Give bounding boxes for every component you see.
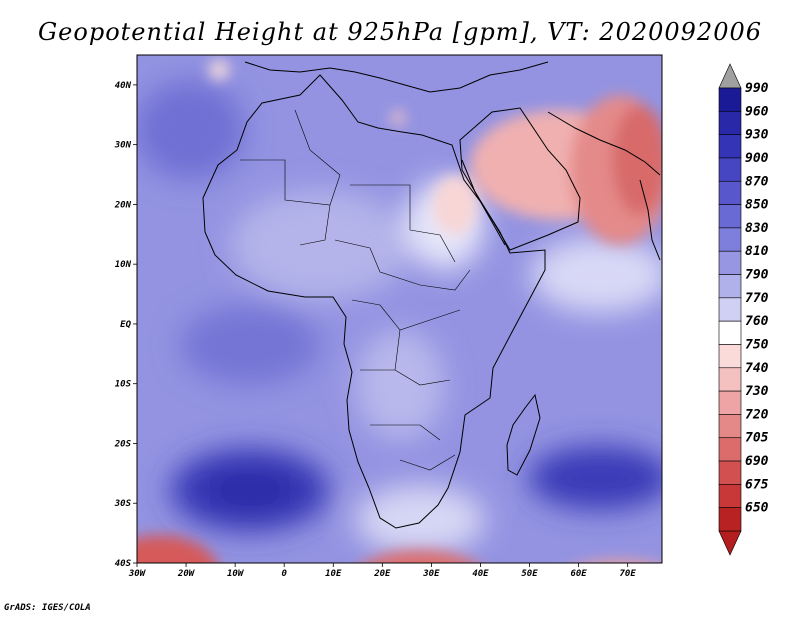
red-sea <box>461 159 506 246</box>
north-atlantic-field <box>137 80 245 180</box>
south-low <box>365 550 475 563</box>
coastlines <box>202 61 661 529</box>
colorbar-box <box>718 297 742 322</box>
lon-label: 70E <box>620 569 637 579</box>
india-coast <box>639 179 661 261</box>
lon-label: 10E <box>325 569 342 579</box>
colorbar-box <box>718 390 742 415</box>
lat-label: 10N <box>115 260 132 270</box>
lon-label: 40E <box>472 569 489 579</box>
southeast-low <box>589 560 651 563</box>
lat-label: EQ <box>120 320 131 330</box>
colorbar-box <box>718 180 742 205</box>
colorbar-label: 750 <box>745 337 769 352</box>
lon-label: 0 <box>281 569 287 579</box>
colorbar-label: 870 <box>745 174 769 189</box>
latitude-axis: 40N 30N 20N 10N EQ 10S 20S 30S 40S <box>114 81 137 569</box>
lat-label: 40N <box>115 81 132 91</box>
atlantic-band <box>180 305 320 385</box>
colorbar-label: 930 <box>745 128 769 143</box>
colorbar-label: 650 <box>745 501 769 516</box>
colorbar-box <box>718 134 742 159</box>
lon-label: 60E <box>570 569 587 579</box>
lat-label: 10S <box>115 380 132 390</box>
colorbar-label: 990 <box>745 81 769 96</box>
longitude-axis: 30W 20W 10W 0 10E 20E 30E 40E 50E 60E 70E <box>128 563 636 579</box>
colorbar: 990 960 930 900 870 850 830 810 790 770 760 750 740 7… <box>718 63 769 556</box>
colorbar-box <box>718 484 742 508</box>
madagascar-outline <box>506 393 541 476</box>
lon-label: 50E <box>521 569 538 579</box>
colorbar-label: 790 <box>745 268 769 283</box>
colorbar-box <box>718 157 742 182</box>
mediterranean-low-spot <box>391 111 405 125</box>
nile-low <box>433 175 477 235</box>
colorbar-label: 690 <box>745 454 769 469</box>
colorbar-box <box>718 344 742 369</box>
colorbar-label: 770 <box>745 291 769 306</box>
map-frame <box>136 54 663 564</box>
colorbar-box <box>718 437 742 462</box>
lat-label: 30N <box>114 141 132 151</box>
borders-west <box>240 109 471 291</box>
borders-central <box>351 299 461 471</box>
colorbar-label: 900 <box>745 151 769 166</box>
southwest-low <box>137 535 218 563</box>
grads-credit: GrADS: IGES/COLA <box>4 603 91 613</box>
africa-outline <box>202 74 546 529</box>
persian-low-core <box>612 105 662 215</box>
south-atlantic-high-core <box>202 468 298 512</box>
colorbar-bottom-arrow <box>718 530 742 556</box>
map-title: Geopotential Height at 925hPa [gpm], VT:… <box>38 18 762 46</box>
central-africa-field <box>355 330 445 440</box>
colorbar-label: 740 <box>745 361 769 376</box>
southern-africa-field <box>355 485 485 555</box>
lon-label: 30W <box>128 569 147 579</box>
lat-label: 20S <box>114 439 132 449</box>
colorbar-box <box>718 414 742 439</box>
colorbar-box <box>718 367 742 392</box>
sahel-field <box>230 190 410 300</box>
colorbar-label: 705 <box>745 431 769 446</box>
colorbar-box <box>718 227 742 252</box>
colorbar-label: 830 <box>745 221 769 236</box>
colorbar-label: 720 <box>745 407 769 422</box>
lon-label: 20W <box>177 569 196 579</box>
colorbar-label: 675 <box>745 477 769 492</box>
colorbar-label: 960 <box>745 104 769 119</box>
indian-ocean-high <box>528 446 662 510</box>
colorbar-labels: 990 960 930 900 870 850 830 810 790 770 760 750 740 7… <box>745 81 769 516</box>
colorbar-label: 850 <box>745 198 769 213</box>
colorbar-label: 730 <box>745 384 769 399</box>
iran-coast <box>547 111 661 176</box>
colorbar-box <box>718 250 742 275</box>
colorbar-box <box>718 87 742 112</box>
colorbar-label: 810 <box>745 244 769 259</box>
colorbar-label: 760 <box>745 314 769 329</box>
lat-label: 30S <box>114 499 132 509</box>
colorbar-box <box>718 320 742 345</box>
colorbar-box <box>718 460 742 485</box>
europe-coast <box>244 61 549 93</box>
colorbar-top-arrow <box>718 63 742 89</box>
lon-label: 20E <box>373 569 391 579</box>
colorbar-box <box>718 204 742 229</box>
north-low-spot <box>209 60 229 80</box>
lon-label: 10W <box>227 569 245 579</box>
colorbar-box <box>718 111 742 135</box>
lon-label: 30E <box>422 569 440 579</box>
colorbar-boxes <box>718 87 742 532</box>
height-field <box>137 55 662 563</box>
colorbar-box <box>718 274 742 299</box>
lat-label: 20N <box>114 200 132 210</box>
lat-label: 40S <box>115 559 132 569</box>
arabian-sea-field <box>530 237 662 313</box>
colorbar-box <box>718 507 742 532</box>
